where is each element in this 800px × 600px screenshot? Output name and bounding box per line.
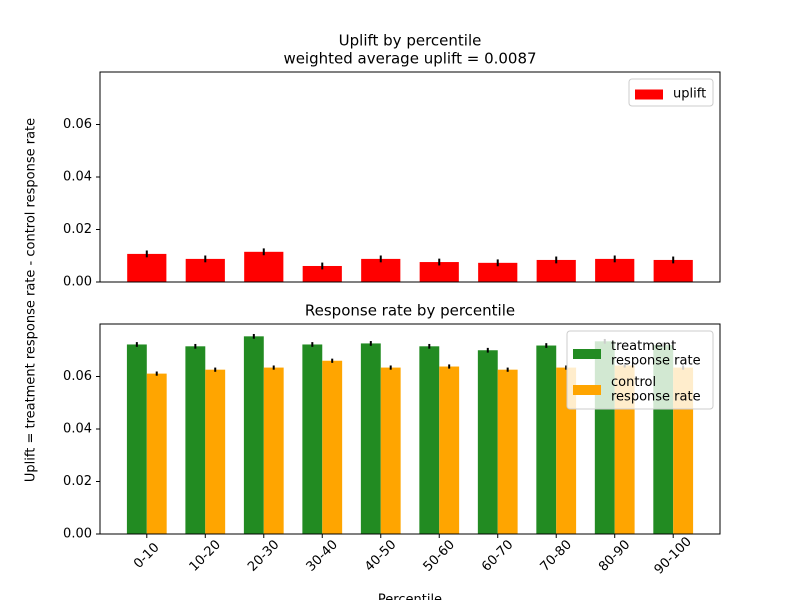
bar <box>126 344 147 534</box>
bar <box>419 262 459 282</box>
y-tick-label: 0.04 <box>63 170 92 185</box>
legend-swatch <box>573 349 601 359</box>
bar <box>477 350 498 534</box>
y-tick-label: 0.04 <box>63 422 92 437</box>
bar <box>185 346 206 534</box>
chart-title: Uplift by percentile <box>339 32 482 50</box>
x-tick-label: 20-30 <box>245 537 282 574</box>
x-tick-label: 40-50 <box>362 537 399 574</box>
chart-title: Response rate by percentile <box>305 302 515 320</box>
bar <box>439 366 460 534</box>
bar <box>243 336 264 534</box>
legend-frame <box>566 330 714 410</box>
bar <box>322 360 343 534</box>
y-tick-label: 0.06 <box>63 117 92 132</box>
y-tick-label: 0.00 <box>63 527 92 542</box>
y-axis-label: Uplift = treatment response rate - contr… <box>24 118 39 482</box>
legend-swatch <box>573 385 601 395</box>
y-tick-label: 0.02 <box>63 474 92 489</box>
legend-label: uplift <box>673 87 706 102</box>
bar <box>536 259 576 282</box>
x-tick-label: 0-10 <box>131 540 162 571</box>
legend-label: control response rate <box>611 375 701 404</box>
y-tick-label: 0.00 <box>63 275 92 290</box>
legend: treatment response rate control response ra… <box>566 330 714 410</box>
bar <box>653 259 693 282</box>
x-tick-label: 80-90 <box>596 537 633 574</box>
legend-label: treatment response rate <box>611 339 701 368</box>
y-tick-label: 0.06 <box>63 369 92 384</box>
bar <box>360 343 381 534</box>
bar <box>127 253 167 282</box>
legend-swatch <box>635 89 663 100</box>
bar <box>361 258 401 282</box>
bar <box>263 367 284 534</box>
bar <box>478 262 518 282</box>
x-tick-label: 70-80 <box>538 537 575 574</box>
chart-subtitle: weighted average uplift = 0.0087 <box>283 50 536 68</box>
x-tick-label: 10-20 <box>187 537 224 574</box>
bar <box>380 367 401 534</box>
x-tick-label: 50-60 <box>421 537 458 574</box>
x-tick-label: 90-100 <box>652 534 695 577</box>
y-tick-label: 0.02 <box>63 222 92 237</box>
x-axis-label: Percentile <box>378 593 442 600</box>
x-tick-label: 60-70 <box>479 537 516 574</box>
bar <box>302 265 342 282</box>
bar <box>302 344 323 534</box>
bar <box>185 258 225 282</box>
bar <box>244 251 284 282</box>
bar <box>146 373 167 534</box>
bar <box>536 345 557 534</box>
bar <box>205 369 226 534</box>
x-tick-label: 30-40 <box>304 537 341 574</box>
bar <box>419 346 440 534</box>
bar <box>595 258 635 282</box>
bar <box>497 369 518 534</box>
legend: uplift <box>628 78 714 107</box>
axes-frame <box>99 71 721 283</box>
